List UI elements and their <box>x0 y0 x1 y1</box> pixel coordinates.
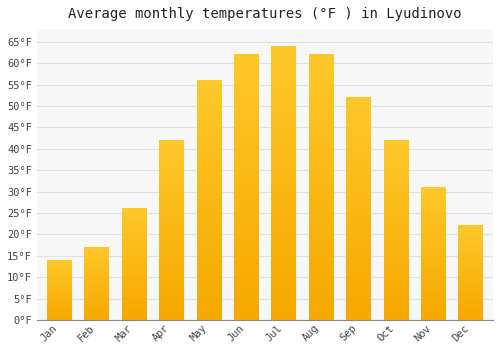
Bar <box>309 55 333 320</box>
Bar <box>272 46 296 320</box>
Bar <box>346 98 370 320</box>
Bar <box>421 187 446 320</box>
Bar <box>196 80 221 320</box>
Bar <box>122 209 146 320</box>
Bar <box>234 55 258 320</box>
Bar <box>384 140 408 320</box>
Bar <box>84 247 109 320</box>
Bar <box>458 226 483 320</box>
Bar <box>47 260 72 320</box>
Bar <box>160 140 184 320</box>
Title: Average monthly temperatures (°F ) in Lyudinovo: Average monthly temperatures (°F ) in Ly… <box>68 7 462 21</box>
